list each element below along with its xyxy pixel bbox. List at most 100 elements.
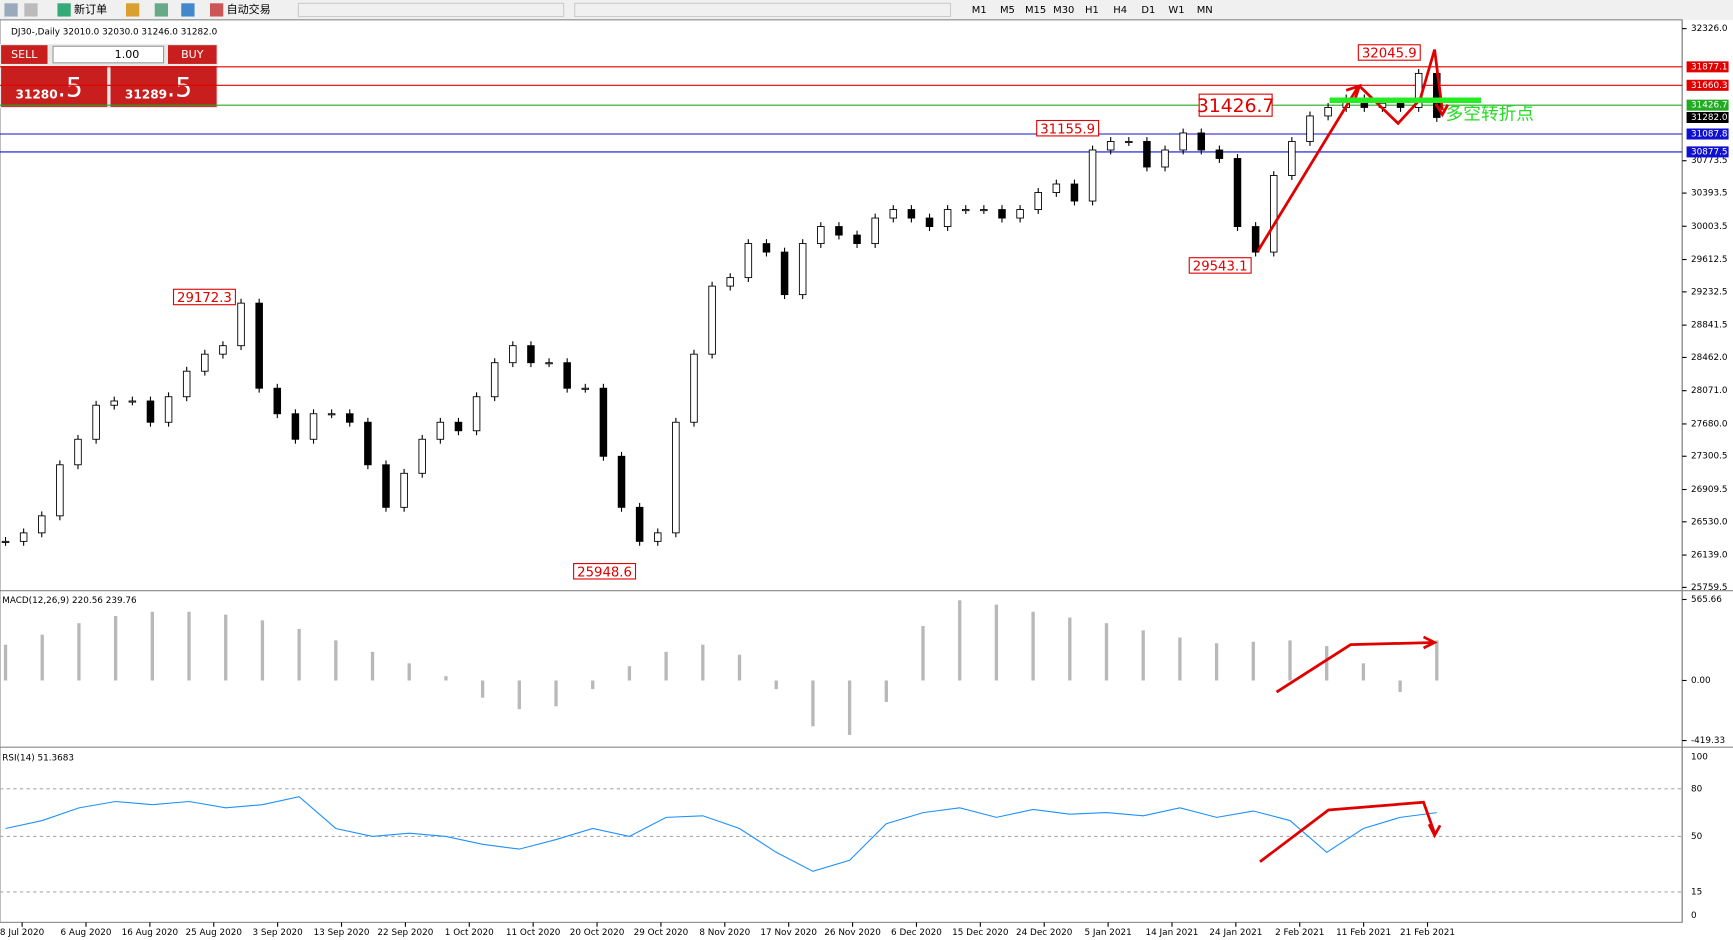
auto-trading[interactable]: 自动交易: [227, 2, 271, 16]
bid-pips[interactable]: .5: [57, 73, 82, 104]
price-tick-label: 30773.5: [1691, 156, 1728, 166]
buy-label[interactable]: BUY: [181, 48, 204, 61]
icon[interactable]: [209, 3, 224, 17]
sell-button[interactable]: [1, 45, 48, 64]
candle: [1197, 132, 1206, 151]
bid-price[interactable]: 31280: [15, 87, 57, 101]
timeframe[interactable]: M5: [1000, 5, 1015, 16]
x-tick-label: 6 Aug 2020: [61, 928, 112, 938]
candle: [889, 209, 898, 219]
timeframe[interactable]: MN: [1197, 5, 1213, 16]
ask-pips[interactable]: .5: [167, 73, 192, 104]
candle: [490, 362, 499, 398]
candle: [943, 209, 952, 228]
candle: [690, 353, 698, 423]
macd-bar: [260, 620, 265, 681]
macd-tick-label: -419.33: [1691, 736, 1725, 746]
candle: [817, 226, 825, 245]
candle: [201, 353, 209, 372]
macd-bar: [407, 663, 411, 681]
x-tick-label: 3 Sep 2020: [252, 928, 303, 938]
icon[interactable]: [154, 3, 168, 17]
candle: [998, 209, 1006, 219]
macd-bar: [1325, 646, 1329, 681]
arrowhead: [1434, 102, 1450, 118]
level-tag: [1686, 99, 1729, 111]
icon[interactable]: [24, 3, 38, 17]
price-tick-label: 28841.5: [1691, 321, 1728, 331]
candle: [19, 532, 28, 542]
annotation-box: [1357, 44, 1421, 61]
sell-label[interactable]: SELL: [11, 48, 38, 61]
x-tick-label: 11 Feb 2021: [1336, 928, 1391, 938]
timeframe[interactable]: M30: [1053, 5, 1074, 16]
x-tick-label: 11 Oct 2020: [506, 928, 561, 938]
candle: [780, 251, 789, 296]
candle: [1324, 106, 1332, 117]
timeframe[interactable]: M1: [972, 5, 987, 16]
lot-input[interactable]: [52, 45, 165, 64]
ask-box[interactable]: [110, 66, 217, 107]
candle: [527, 345, 535, 364]
rsi-tick-label: 100: [1691, 753, 1708, 763]
candle: [708, 285, 716, 355]
price-tick-label: 32326.0: [1691, 24, 1728, 34]
candle: [128, 400, 137, 403]
candle: [853, 234, 861, 245]
annotation-box: [1198, 93, 1273, 117]
annotation: 29543.1: [1193, 260, 1248, 275]
icon[interactable]: [57, 3, 71, 17]
candle: [74, 438, 82, 466]
rsi-tick-label: 80: [1691, 784, 1703, 794]
macd-bar: [480, 680, 485, 698]
candle: [1052, 183, 1061, 193]
candle: [635, 506, 644, 542]
rsi-tick-label: 50: [1691, 832, 1703, 842]
arrow: [1259, 800, 1436, 863]
candle: [1306, 115, 1314, 142]
macd-bar: [737, 654, 742, 681]
rsi-title: RSI(14) 51.3683: [2, 754, 74, 764]
candle: [345, 413, 354, 423]
macd-bar: [774, 680, 778, 690]
x-tick-label: 8 Nov 2020: [699, 928, 750, 938]
timeframe[interactable]: W1: [1168, 5, 1184, 16]
candle: [237, 302, 245, 347]
candle: [472, 396, 481, 432]
level-label: 31877.1: [1691, 62, 1728, 72]
macd-bar: [370, 651, 375, 681]
candle: [146, 400, 155, 423]
macd-bar: [1141, 630, 1145, 681]
new-order[interactable]: 新订单: [74, 2, 107, 16]
rsi-tick-label: 0: [1691, 911, 1697, 921]
tool-group[interactable]: [574, 2, 952, 18]
icon[interactable]: [4, 3, 18, 17]
candle: [798, 243, 807, 296]
candle: [653, 532, 662, 542]
icon[interactable]: [125, 3, 140, 17]
icon[interactable]: [181, 3, 195, 17]
macd-bar: [1398, 680, 1402, 692]
macd-bar: [1031, 611, 1035, 681]
candle: [726, 277, 734, 287]
macd-bar: [958, 600, 962, 681]
x-tick-label: 2 Feb 2021: [1275, 928, 1324, 938]
buy-button[interactable]: [167, 45, 217, 64]
candle: [599, 387, 608, 457]
timeframe[interactable]: H4: [1113, 5, 1127, 16]
macd-bar: [1361, 663, 1366, 681]
candle: [672, 421, 680, 534]
lot-value[interactable]: 1.00: [115, 48, 140, 61]
price-tick-label: 28071.0: [1691, 386, 1728, 396]
bid-box[interactable]: [1, 66, 108, 107]
ask-price[interactable]: 31289: [125, 87, 167, 101]
candle: [327, 413, 336, 416]
macd-bar: [224, 614, 228, 681]
candle: [762, 243, 771, 253]
timeframe[interactable]: M15: [1025, 5, 1046, 16]
rsi-line: [5, 796, 1437, 872]
timeframe[interactable]: D1: [1141, 5, 1155, 16]
tool-group[interactable]: [297, 2, 565, 18]
timeframe[interactable]: H1: [1085, 5, 1099, 16]
candle: [291, 413, 300, 440]
